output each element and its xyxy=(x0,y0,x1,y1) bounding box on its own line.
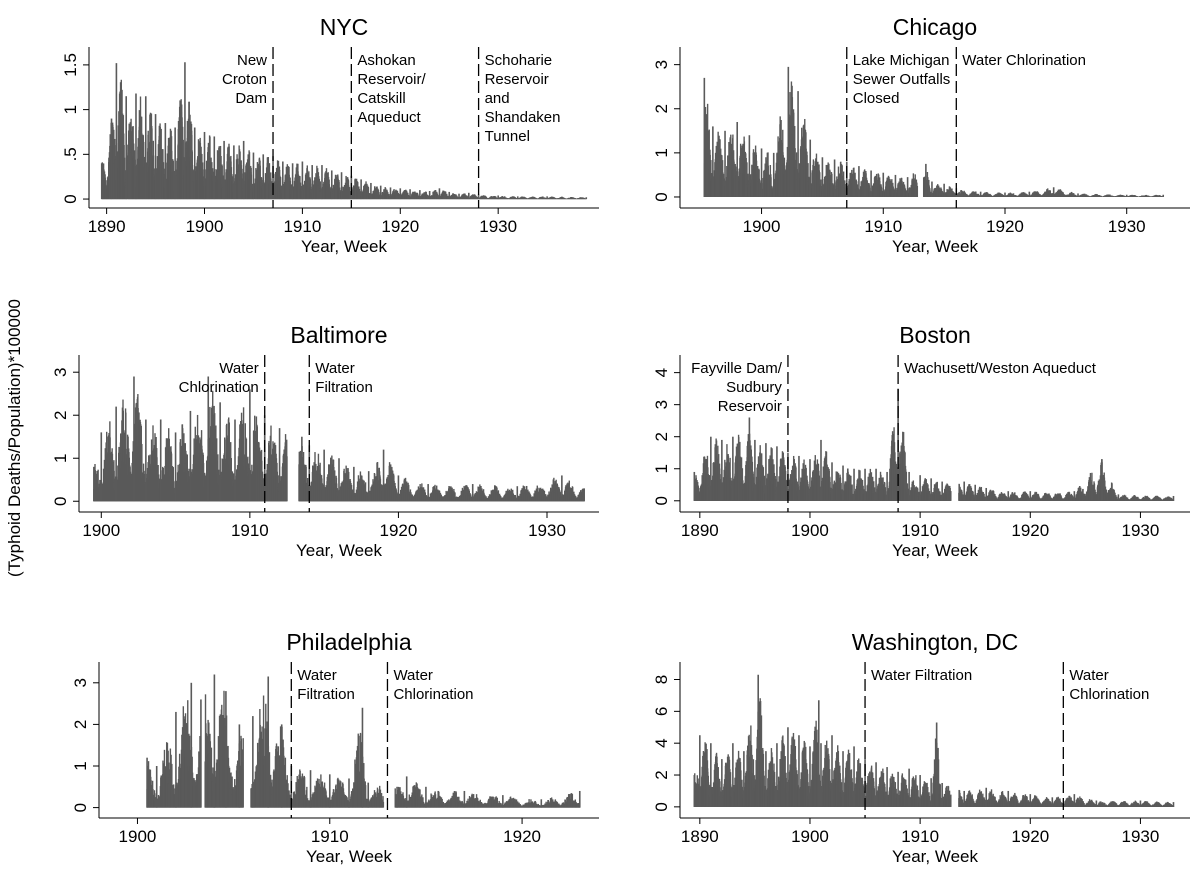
x-tick-label: 1890 xyxy=(88,217,126,236)
x-axis-label: Year, Week xyxy=(892,237,979,256)
x-axis-label: Year, Week xyxy=(301,237,388,256)
intervention-label: Ashokan xyxy=(357,52,415,69)
weekly-bars xyxy=(703,66,1165,197)
weekly-bars xyxy=(100,62,588,200)
y-tick-label: .5 xyxy=(61,147,80,161)
intervention-label: Lake Michigan xyxy=(853,52,950,69)
chart-title: Chicago xyxy=(893,14,977,40)
panels: 1890 1900 1910 1920 1930 0 .5 1 1.5 NYC Year, Week… xyxy=(51,14,1190,866)
shared-y-axis-label: (Typhoid Deaths/Population)*100000 xyxy=(5,299,24,577)
intervention-label: Shandaken xyxy=(485,109,561,126)
intervention-label: Tunnel xyxy=(485,128,530,145)
x-tick-label: 1910 xyxy=(283,217,321,236)
intervention-label: Dam xyxy=(235,90,267,107)
y-tick-label: 1 xyxy=(652,148,671,157)
y-tick-label: 0 xyxy=(652,192,671,201)
intervention-label: Sewer Outfalls xyxy=(853,71,951,88)
intervention-label: and xyxy=(485,90,510,107)
x-tick-label: 1900 xyxy=(186,217,224,236)
intervention-label: Catskill xyxy=(357,90,405,107)
x-tick-label: 1910 xyxy=(864,217,902,236)
chart-panel-chicago: 1900 1910 1920 1930 0 1 2 3 Chicago Year, Week Lak… xyxy=(652,14,1190,256)
y-tick-label: 1.5 xyxy=(61,53,80,77)
chart-panel-nyc: 1890 1900 1910 1920 1930 0 .5 1 1.5 NYC Year, Week… xyxy=(61,14,599,256)
axes: 1890 1900 1910 1920 1930 0 .5 1 1.5 xyxy=(61,47,599,236)
intervention-label: Schoharie xyxy=(485,52,553,69)
x-tick-label: 1900 xyxy=(743,217,781,236)
intervention-label: Water Chlorination xyxy=(962,52,1086,69)
x-tick-label: 1930 xyxy=(479,217,517,236)
y-tick-label: 3 xyxy=(652,60,671,69)
y-tick-label: 2 xyxy=(652,104,671,113)
intervention-label: Closed xyxy=(853,90,900,107)
chart-title: NYC xyxy=(320,14,369,40)
x-tick-label: 1920 xyxy=(986,217,1024,236)
y-tick-label: 0 xyxy=(61,194,80,203)
axes: 1900 1910 1920 1930 0 1 2 3 xyxy=(652,47,1190,236)
y-tick-label: 1 xyxy=(61,105,80,114)
weekly-bars xyxy=(93,376,585,502)
intervention-label: Croton xyxy=(222,71,267,88)
intervention-label: Reservoir xyxy=(485,71,549,88)
x-tick-label: 1930 xyxy=(1108,217,1146,236)
intervention-label: Aqueduct xyxy=(357,109,421,126)
intervention-label: New xyxy=(237,52,267,69)
x-tick-label: 1920 xyxy=(381,217,419,236)
intervention-label: Reservoir/ xyxy=(357,71,426,88)
